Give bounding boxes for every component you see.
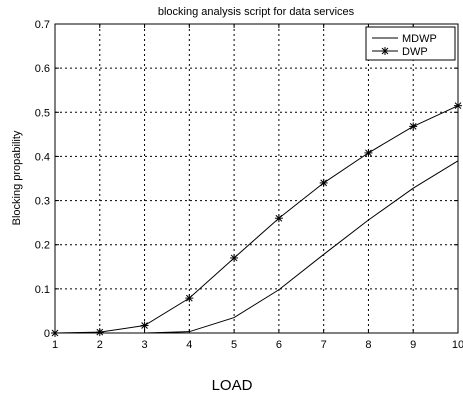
data-point-dwp xyxy=(409,122,418,131)
data-point-dwp xyxy=(230,253,239,262)
x-tick-label: 4 xyxy=(186,339,192,351)
data-point-dwp xyxy=(140,321,149,330)
x-axis-label: LOAD xyxy=(212,377,253,394)
y-tick-label: 0 xyxy=(44,328,50,340)
data-point-dwp xyxy=(319,178,328,187)
y-tick-label: 0.1 xyxy=(35,284,50,296)
y-tick-label: 0.4 xyxy=(35,151,50,163)
data-point-dwp xyxy=(454,101,462,110)
series-line-dwp xyxy=(54,105,459,334)
x-tick-label: 5 xyxy=(231,339,237,351)
x-tick-label: 9 xyxy=(410,339,416,351)
x-tick-label: 8 xyxy=(365,339,371,351)
legend-label-dwp: DWP xyxy=(402,46,428,58)
grid xyxy=(55,24,458,333)
chart-title: blocking analysis script for data servic… xyxy=(158,6,355,18)
x-tick-label: 10 xyxy=(452,339,463,351)
data-point-dwp xyxy=(364,148,373,157)
y-axis-label: Blocking propability xyxy=(11,130,23,225)
legend-star-icon xyxy=(381,47,389,55)
data-point-dwp xyxy=(274,214,283,223)
y-tick-label: 0.2 xyxy=(35,240,50,252)
x-tick-label: 7 xyxy=(321,339,327,351)
legend-label-mdwp: MDWP xyxy=(402,33,437,45)
legend-box xyxy=(365,26,456,61)
x-tick-label: 3 xyxy=(141,339,147,351)
y-tick-label: 0.3 xyxy=(35,196,50,208)
x-tick-label: 1 xyxy=(52,339,58,351)
x-tick-label: 6 xyxy=(276,339,282,351)
series-layer xyxy=(51,101,462,337)
legend: MDWP DWP xyxy=(365,26,456,61)
y-tick-label: 0.5 xyxy=(35,107,50,119)
data-point-dwp xyxy=(185,294,194,303)
data-point-dwp xyxy=(51,329,59,337)
legend-marker-dwp xyxy=(381,47,389,55)
y-tick-label: 0.6 xyxy=(35,63,50,75)
x-tick-label: 2 xyxy=(97,339,103,351)
y-tick-label: 0.7 xyxy=(35,19,50,31)
plot-area xyxy=(54,23,459,334)
series-line-mdwp xyxy=(55,160,459,334)
data-point-dwp xyxy=(95,328,104,337)
axis-ticks: 1 2 3 4 5 6 7 8 9 10 0 0.1 0.2 0.3 0.4 0.5 0.6 0.7 xyxy=(35,19,463,351)
